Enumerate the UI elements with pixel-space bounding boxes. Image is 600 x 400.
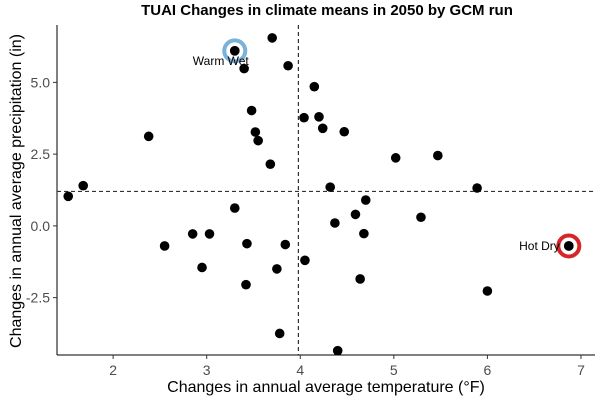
- data-point: [472, 183, 482, 193]
- data-point: [274, 328, 285, 339]
- data-point: [359, 228, 369, 239]
- chart-title: TUAI Changes in climate means in 2050 by…: [141, 2, 513, 19]
- x-axis-title: Changes in annual average temperature (°…: [167, 379, 485, 396]
- highlight-label: Hot Dry: [519, 239, 560, 253]
- data-point: [390, 153, 401, 163]
- highlight-label: Warm Wet: [193, 54, 250, 68]
- data-point: [267, 33, 278, 43]
- y-tick-label: -2.5: [26, 290, 50, 306]
- x-tick-label: 5: [390, 362, 398, 378]
- data-point: [332, 345, 343, 356]
- highlight-ring: [556, 233, 582, 259]
- data-point: [325, 182, 336, 192]
- data-point: [197, 262, 207, 273]
- x-tick-label: 4: [296, 362, 304, 378]
- y-tick-label: 0.0: [31, 218, 51, 234]
- data-point: [246, 105, 257, 116]
- y-tick-label: 5.0: [31, 74, 51, 90]
- data-point: [204, 229, 215, 239]
- x-tick-label: 7: [577, 362, 585, 378]
- data-point: [482, 286, 493, 296]
- data-point: [299, 112, 309, 123]
- data-point: [339, 126, 350, 137]
- x-tick-label: 2: [109, 362, 117, 378]
- data-point: [317, 123, 328, 134]
- y-axis-title: Changes in annual average precipitation …: [8, 34, 25, 348]
- data-point: [63, 191, 74, 202]
- data-point: [283, 60, 293, 71]
- highlighted-data-point: [229, 46, 240, 56]
- highlighted-data-point: [564, 241, 574, 251]
- data-point: [360, 195, 371, 205]
- data-point: [350, 209, 361, 220]
- data-point: [300, 255, 310, 266]
- data-point: [433, 150, 443, 161]
- highlight-ring: [222, 38, 248, 64]
- data-point: [330, 218, 340, 228]
- data-point: [159, 241, 170, 251]
- data-point: [309, 81, 320, 92]
- data-point: [272, 264, 282, 274]
- plot-area: 2 3 4 5 6 7 -2.5 0.0 2.5 5.0 Warm Wet Hot Dry: [26, 25, 595, 378]
- data-point: [241, 279, 251, 290]
- x-tick-label: 3: [203, 362, 211, 378]
- data-point: [280, 239, 291, 250]
- x-tick-label: 6: [484, 362, 492, 378]
- data-point: [250, 127, 261, 137]
- data-point: [239, 63, 249, 74]
- data-point: [416, 212, 426, 223]
- data-point: [314, 112, 324, 122]
- data-point: [143, 131, 154, 142]
- data-point: [229, 203, 240, 213]
- data-point: [253, 135, 263, 146]
- data-point: [187, 229, 198, 239]
- data-point: [265, 159, 276, 169]
- data-point: [78, 180, 88, 191]
- data-point: [355, 274, 365, 284]
- y-tick-label: 2.5: [31, 146, 51, 162]
- data-point: [242, 238, 252, 249]
